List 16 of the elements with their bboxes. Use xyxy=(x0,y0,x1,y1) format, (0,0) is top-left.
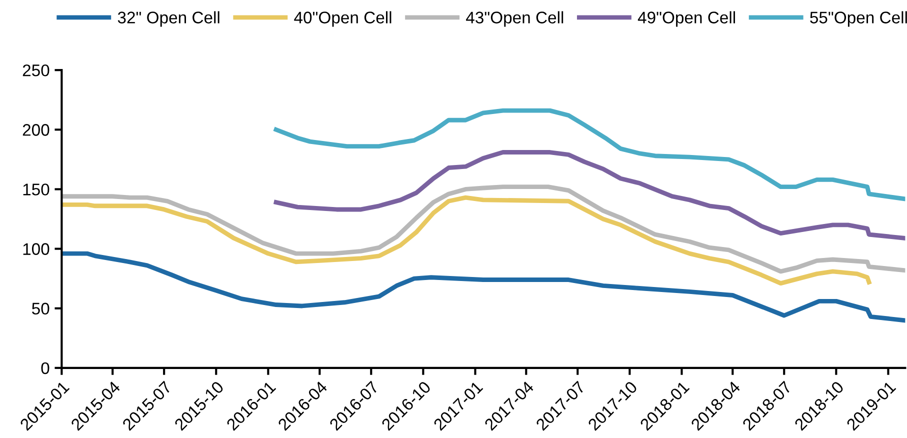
legend-label: 49"Open Cell xyxy=(638,11,735,27)
y-tick-label: 250 xyxy=(22,64,50,76)
legend-label: 40"Open Cell xyxy=(294,11,392,27)
legend-label: 32" Open Cell xyxy=(118,11,220,27)
y-tick-label: 150 xyxy=(23,184,50,196)
y-tick-label: 0 xyxy=(41,362,50,374)
legend-label: 43"Open Cell xyxy=(466,11,564,27)
y-tick-label: 100 xyxy=(23,243,50,255)
y-tick-label: 50 xyxy=(32,302,50,315)
legend-label: 55"Open Cell xyxy=(810,11,907,27)
line-series xyxy=(62,251,906,322)
line-series xyxy=(62,195,872,286)
line-series xyxy=(274,150,906,240)
line-series xyxy=(62,184,906,274)
line-series xyxy=(274,108,906,201)
y-tick-label: 200 xyxy=(22,124,50,136)
